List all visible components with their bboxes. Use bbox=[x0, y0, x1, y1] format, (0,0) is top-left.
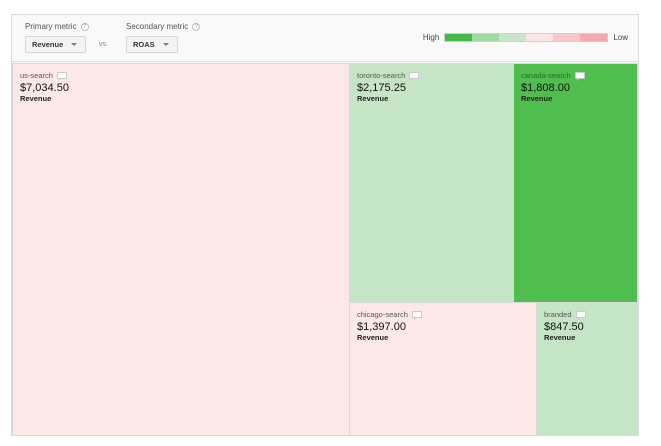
tile-name: canada-search bbox=[521, 70, 571, 80]
comment-icon[interactable] bbox=[409, 71, 420, 81]
primary-metric-value: Revenue bbox=[32, 40, 64, 49]
tile-value: $2,175.25 bbox=[357, 82, 406, 94]
tile-header: us-search bbox=[20, 70, 342, 81]
tile-header: toronto-search bbox=[357, 70, 506, 81]
comment-icon[interactable] bbox=[56, 71, 67, 81]
tile-chicago-search[interactable]: chicago-search $1,397.00 Revenue bbox=[349, 302, 537, 436]
tile-metric-label: Revenue bbox=[357, 94, 389, 103]
vs-label: vs. bbox=[99, 41, 108, 48]
secondary-metric-select[interactable]: ROAS bbox=[126, 36, 178, 53]
secondary-metric-label: Secondary metric bbox=[126, 22, 189, 31]
tile-metric-label: Revenue bbox=[20, 94, 52, 103]
primary-metric-select[interactable]: Revenue bbox=[25, 36, 87, 53]
legend-gradient bbox=[444, 33, 609, 42]
chevron-down-icon bbox=[71, 43, 78, 46]
tile-name: us-search bbox=[20, 70, 53, 80]
legend-swatch bbox=[526, 34, 554, 41]
tile-canada-search[interactable]: canada-search $1,808.00 Revenue bbox=[513, 63, 638, 303]
tile-branded[interactable]: branded $847.50 Revenue bbox=[536, 302, 638, 436]
legend-swatch bbox=[553, 34, 581, 41]
tile-toronto-search[interactable]: toronto-search $2,175.25 Revenue bbox=[349, 63, 514, 303]
legend-swatch bbox=[499, 34, 527, 41]
primary-metric-label-row: Primary metric ? bbox=[25, 22, 89, 32]
help-icon[interactable]: ? bbox=[80, 23, 89, 31]
comment-icon[interactable] bbox=[411, 310, 422, 320]
treemap-panel: Primary metric ? Revenue vs. Secondary m… bbox=[11, 14, 639, 436]
treemap: us-search $7,034.50 Revenue toronto-sear… bbox=[12, 63, 638, 436]
secondary-metric-label-row: Secondary metric ? bbox=[126, 22, 201, 32]
tile-us-search[interactable]: us-search $7,034.50 Revenue bbox=[12, 63, 350, 436]
chevron-down-icon bbox=[162, 43, 169, 46]
tile-header: chicago-search bbox=[357, 309, 529, 320]
tile-header: branded bbox=[544, 309, 630, 320]
tile-metric-label: Revenue bbox=[521, 94, 553, 103]
help-icon[interactable]: ? bbox=[192, 23, 201, 31]
tile-metric-label: Revenue bbox=[544, 333, 576, 342]
tile-value: $1,397.00 bbox=[357, 321, 406, 333]
primary-metric-label: Primary metric bbox=[25, 22, 77, 31]
tile-header: canada-search bbox=[521, 70, 630, 81]
tile-value: $1,808.00 bbox=[521, 82, 570, 94]
comment-icon[interactable] bbox=[574, 71, 585, 81]
color-legend: High Low bbox=[423, 33, 628, 42]
tile-metric-label: Revenue bbox=[357, 333, 389, 342]
primary-metric-group: Primary metric ? Revenue bbox=[25, 22, 89, 53]
legend-low-label: Low bbox=[613, 33, 628, 42]
tile-value: $7,034.50 bbox=[20, 82, 69, 94]
legend-swatch bbox=[472, 34, 500, 41]
legend-high-label: High bbox=[422, 33, 440, 42]
secondary-metric-group: Secondary metric ? ROAS bbox=[126, 22, 201, 53]
tile-name: branded bbox=[544, 309, 572, 319]
tile-value: $847.50 bbox=[544, 321, 584, 333]
secondary-metric-value: ROAS bbox=[133, 40, 155, 49]
comment-icon[interactable] bbox=[575, 310, 586, 320]
tile-name: toronto-search bbox=[357, 70, 406, 80]
metric-controls: Primary metric ? Revenue vs. Secondary m… bbox=[12, 15, 638, 62]
tile-name: chicago-search bbox=[357, 309, 408, 319]
legend-swatch bbox=[580, 34, 608, 41]
legend-swatch bbox=[445, 34, 473, 41]
